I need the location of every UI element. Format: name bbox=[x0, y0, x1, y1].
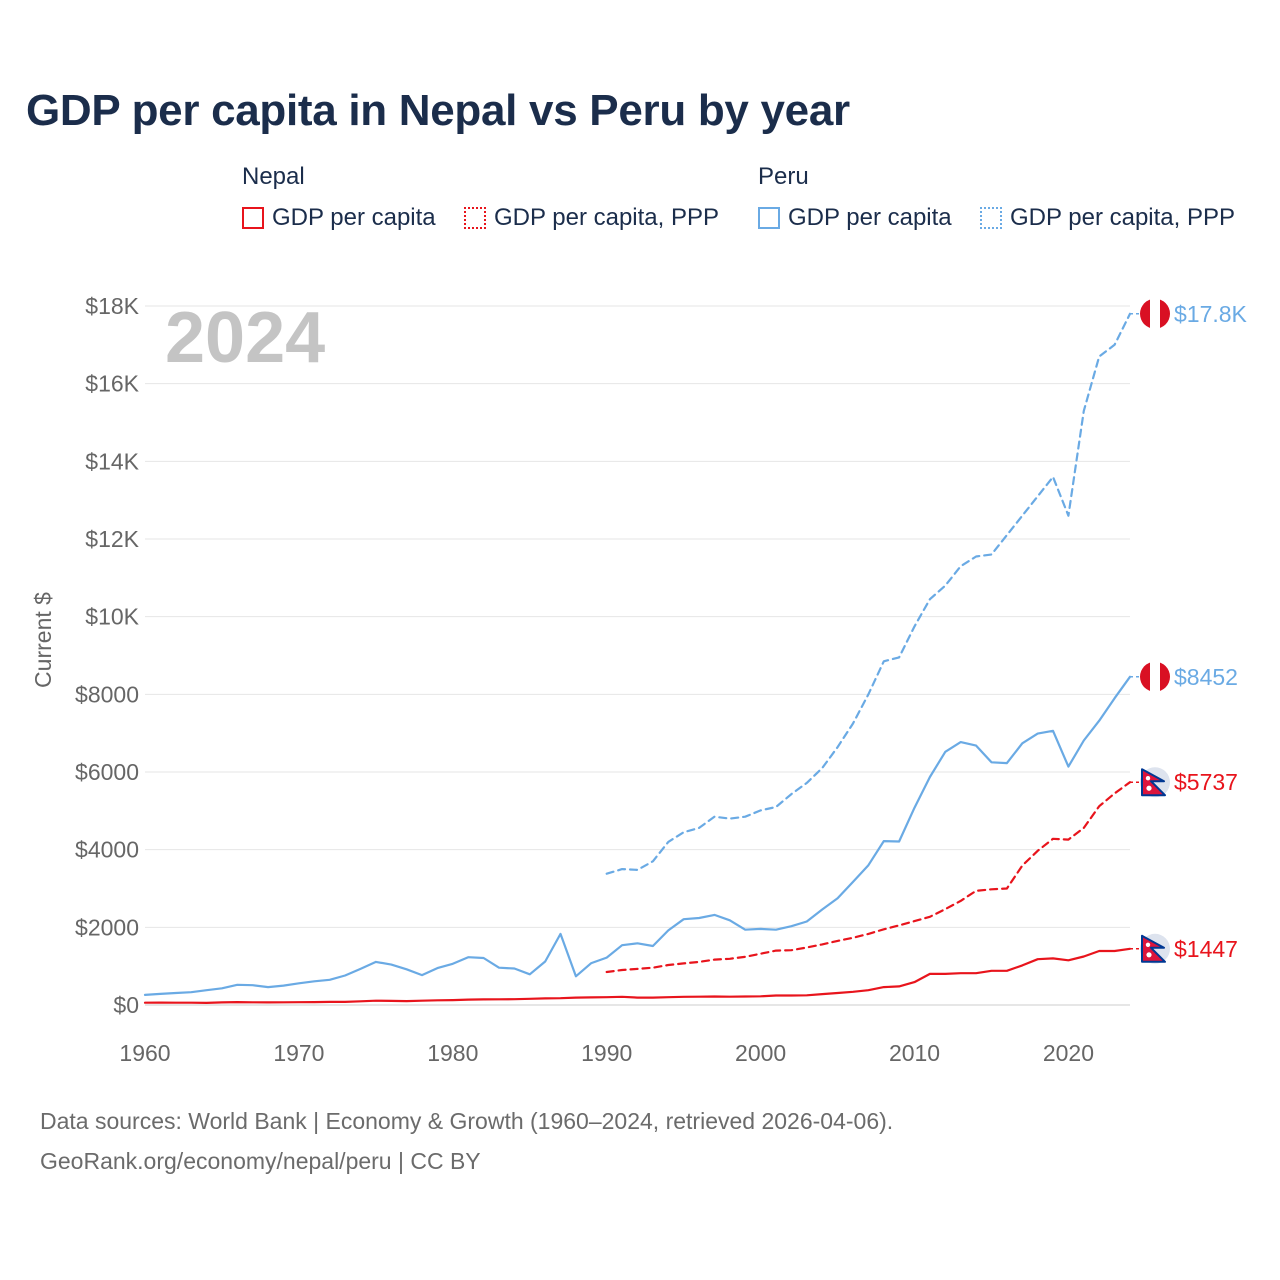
legend-swatch-dotted-red bbox=[464, 207, 486, 229]
series-line-nepal-gdp-per-capita-ppp bbox=[605, 781, 1132, 974]
flag-band-middle bbox=[1150, 661, 1160, 692]
y-tick-label: $10K bbox=[85, 604, 139, 630]
end-value-label: $5737 bbox=[1174, 769, 1238, 795]
legend-swatch-solid-red bbox=[242, 207, 264, 229]
end-labels: $17.8K $8452 $5737 $1447 bbox=[1130, 298, 1248, 964]
series-line-peru-gdp-per-capita-ppp bbox=[605, 312, 1132, 875]
y-tick-label: $8000 bbox=[75, 681, 139, 707]
y-tick-label: $4000 bbox=[75, 837, 139, 863]
legend-label: GDP per capita, PPP bbox=[494, 204, 719, 231]
y-tick-label: $14K bbox=[85, 448, 139, 474]
y-tick-label: $12K bbox=[85, 526, 139, 552]
legend-group-peru: Peru bbox=[758, 163, 809, 190]
legend-item-peru-gdp[interactable]: GDP per capita bbox=[758, 204, 952, 232]
y-tick-label: $6000 bbox=[75, 759, 139, 785]
legend-item-peru-gdp-ppp[interactable]: GDP per capita, PPP bbox=[980, 204, 1235, 232]
end-value-label: $17.8K bbox=[1174, 301, 1248, 327]
flag-sun bbox=[1146, 785, 1152, 791]
flag-band-middle bbox=[1150, 298, 1160, 329]
flag-moon bbox=[1145, 776, 1151, 781]
year-watermark: 2024 bbox=[165, 298, 325, 378]
peru-flag-icon bbox=[1140, 298, 1170, 329]
x-tick-label: 1970 bbox=[273, 1040, 324, 1066]
end-value-label: $8452 bbox=[1174, 664, 1238, 690]
y-axis-tick-labels: $0 $2000 $4000 $6000 $8000 $10K $12K $14K $16K $1… bbox=[75, 293, 140, 1018]
flag-bands bbox=[1140, 298, 1170, 329]
y-axis-label: Current $ bbox=[30, 592, 56, 688]
legend-swatch-solid-blue bbox=[758, 207, 780, 229]
nepal-flag-icon bbox=[1140, 767, 1170, 798]
y-tick-label: $2000 bbox=[75, 914, 139, 940]
y-tick-label: $0 bbox=[113, 992, 139, 1018]
legend-label: GDP per capita, PPP bbox=[1010, 204, 1235, 231]
y-tick-label: $16K bbox=[85, 371, 139, 397]
flag-band-left bbox=[1140, 661, 1150, 692]
flag-band-right bbox=[1160, 661, 1170, 692]
x-axis-tick-labels: 1960 1970 1980 1990 2000 2010 2020 bbox=[119, 1040, 1094, 1066]
gridlines bbox=[145, 305, 1130, 1006]
x-tick-label: 1980 bbox=[427, 1040, 478, 1066]
legend-swatch-dotted-blue bbox=[980, 207, 1002, 229]
peru-flag-icon bbox=[1140, 661, 1170, 692]
page-title: GDP per capita in Nepal vs Peru by year bbox=[26, 86, 850, 135]
flag-moon bbox=[1145, 942, 1151, 948]
flag-band-right bbox=[1160, 298, 1170, 329]
series-line-nepal-gdp-per-capita bbox=[143, 947, 1132, 1005]
legend-label: GDP per capita bbox=[272, 204, 436, 231]
legend-item-nepal-gdp[interactable]: GDP per capita bbox=[242, 204, 436, 232]
legend-label: GDP per capita bbox=[788, 204, 952, 231]
flag-sun bbox=[1146, 952, 1152, 958]
series-lines bbox=[143, 312, 1132, 1005]
nepal-flag-icon bbox=[1140, 933, 1170, 964]
flag-band-left bbox=[1140, 298, 1150, 329]
x-tick-label: 2000 bbox=[735, 1040, 786, 1066]
y-tick-label: $18K bbox=[85, 293, 139, 319]
footer-link[interactable]: GeoRank.org/economy/nepal/peru | CC BY bbox=[40, 1148, 481, 1174]
x-tick-label: 1960 bbox=[119, 1040, 170, 1066]
legend-group-nepal: Nepal bbox=[242, 163, 305, 190]
flag-bands bbox=[1140, 661, 1170, 692]
end-value-label: $1447 bbox=[1174, 936, 1238, 962]
series-line-peru-gdp-per-capita bbox=[143, 675, 1132, 997]
footer-sources: Data sources: World Bank | Economy & Gro… bbox=[40, 1108, 894, 1134]
x-tick-label: 2010 bbox=[889, 1040, 940, 1066]
legend-item-nepal-gdp-ppp[interactable]: GDP per capita, PPP bbox=[464, 204, 719, 232]
x-tick-label: 2020 bbox=[1043, 1040, 1094, 1066]
x-tick-label: 1990 bbox=[581, 1040, 632, 1066]
